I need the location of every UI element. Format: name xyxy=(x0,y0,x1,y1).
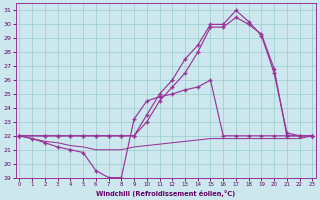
X-axis label: Windchill (Refroidissement éolien,°C): Windchill (Refroidissement éolien,°C) xyxy=(96,190,236,197)
